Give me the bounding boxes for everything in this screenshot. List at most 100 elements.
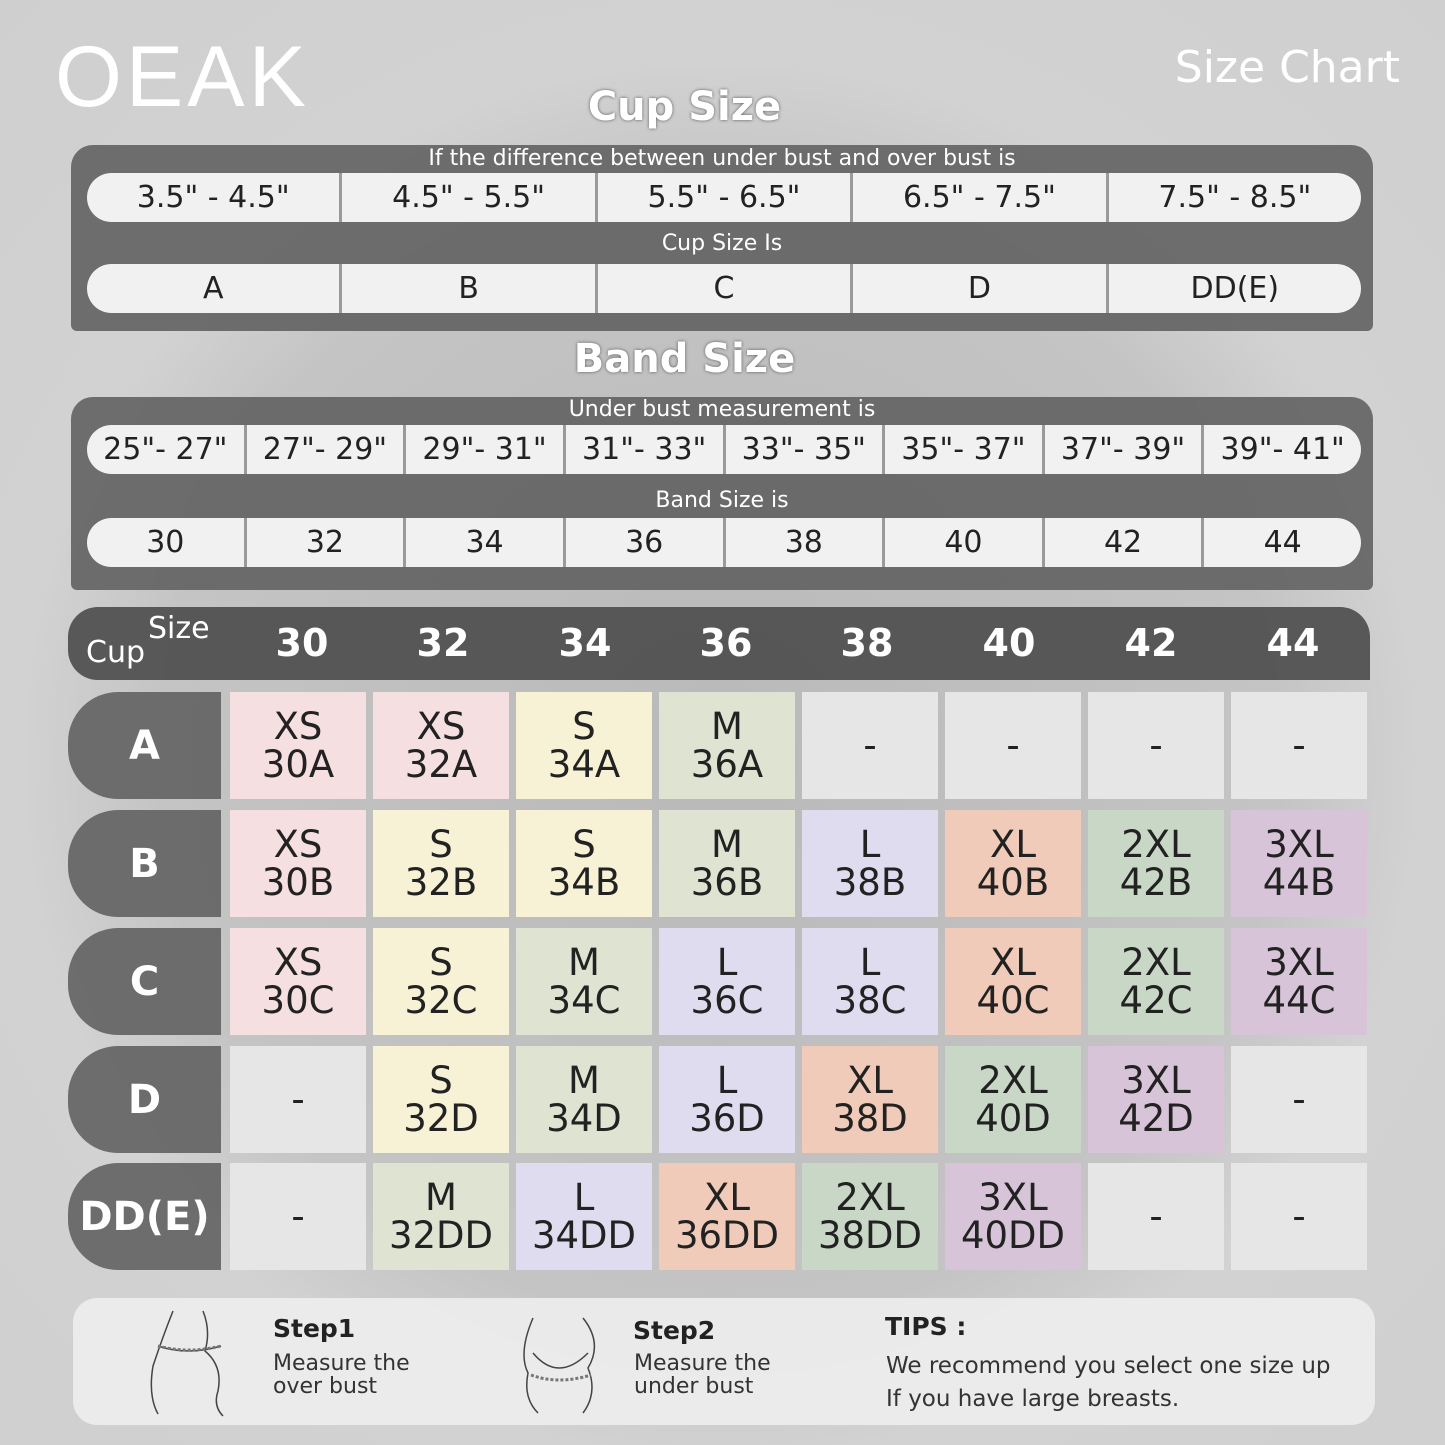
size-letter: XL <box>990 822 1036 866</box>
size-cell: - <box>230 1046 366 1153</box>
size-code: 32B <box>404 860 478 904</box>
cup-cell: DD(E) <box>1190 271 1280 306</box>
size-code: 38D <box>832 1096 908 1140</box>
size-code: 36A <box>690 742 764 786</box>
size-letter: XL <box>847 1058 893 1102</box>
size-letter: S <box>429 822 453 866</box>
size-cell: L 38B <box>802 810 938 917</box>
size-cell: XL 40B <box>945 810 1081 917</box>
size-letter: S <box>572 704 596 748</box>
size-letter: XL <box>704 1175 750 1219</box>
size-cell: XS 30C <box>230 928 366 1035</box>
row-label-cup: D <box>68 1046 221 1153</box>
size-letter: M <box>568 1058 600 1102</box>
step2-desc: Measure the under bust <box>634 1351 771 1399</box>
band-cell: 36 <box>566 518 726 567</box>
size-letter: M <box>568 940 600 984</box>
range-cell: 27"- 29" <box>247 425 407 474</box>
size-cell: S 34A <box>516 692 652 799</box>
range-row: 25"- 27" 27"- 29" 29"- 31" 31"- 33" 33"- 35"… <box>87 425 1361 474</box>
under-bust-figure-icon <box>523 1317 596 1414</box>
size-letter: M <box>711 822 743 866</box>
band-row: 30 32 34 36 38 40 42 44 <box>87 518 1361 567</box>
size-letter: S <box>429 940 453 984</box>
size-code: 36B <box>690 860 764 904</box>
size-cell: M 36A <box>659 692 795 799</box>
size-code: 36D <box>689 1096 765 1140</box>
step1-title: Step1 <box>273 1314 356 1343</box>
tips-line2: If you have large breasts. <box>886 1386 1180 1412</box>
size-cell: - <box>230 1163 366 1270</box>
band-cell: 40 <box>885 518 1045 567</box>
size-letter: L <box>716 1058 738 1102</box>
size-letter: 3XL <box>1264 940 1334 984</box>
size-cell: 2XL 40D <box>945 1046 1081 1153</box>
size-code: 44C <box>1262 978 1336 1022</box>
column-header: 34 <box>558 621 612 665</box>
size-letter: 3XL <box>978 1175 1048 1219</box>
size-code: 32DD <box>388 1213 494 1257</box>
band-cell: 32 <box>247 518 407 567</box>
size-cell: 2XL 42C <box>1088 928 1224 1035</box>
size-cell: 3XL 44C <box>1231 928 1367 1035</box>
size-cell: - <box>1231 1163 1367 1270</box>
size-code: 38C <box>833 978 907 1022</box>
size-cell: 2XL 42B <box>1088 810 1224 917</box>
size-letter: - <box>1292 1077 1306 1121</box>
size-code: 30A <box>261 742 335 786</box>
under-label: Under bust measurement is <box>568 397 876 422</box>
size-letter: L <box>716 940 738 984</box>
size-code: 32A <box>404 742 478 786</box>
size-letter: - <box>1149 1194 1163 1238</box>
size-code: 36C <box>690 978 764 1022</box>
size-letter: 2XL <box>978 1058 1048 1102</box>
size-letter: XS <box>273 704 323 748</box>
size-letter: M <box>425 1175 457 1219</box>
size-letter: - <box>863 723 877 767</box>
size-code: 30C <box>261 978 335 1022</box>
size-cell: M 34D <box>516 1046 652 1153</box>
size-code: 38DD <box>817 1213 923 1257</box>
size-cell: XL 36DD <box>659 1163 795 1270</box>
size-cell: L 36D <box>659 1046 795 1153</box>
over-bust-figure-icon <box>150 1310 224 1417</box>
size-cell: - <box>1231 1046 1367 1153</box>
tips-line1: We recommend you select one size up <box>886 1353 1331 1379</box>
column-header: 40 <box>982 621 1036 665</box>
size-code: 38B <box>833 860 907 904</box>
size-code: 44B <box>1262 860 1336 904</box>
cup-cell: B <box>342 264 598 313</box>
cup-size-heading: Cup Size <box>587 84 782 130</box>
size-code: 34DD <box>531 1213 637 1257</box>
size-cell: 3XL 40DD <box>945 1163 1081 1270</box>
size-cell: XL 38D <box>802 1046 938 1153</box>
size-code: 34D <box>546 1096 622 1140</box>
size-letter: L <box>859 940 881 984</box>
band-size-heading: Band Size <box>573 336 796 382</box>
size-code: 32D <box>403 1096 479 1140</box>
size-letter: - <box>1149 723 1163 767</box>
range-cell: 29"- 31" <box>406 425 566 474</box>
size-cell: M 36B <box>659 810 795 917</box>
band-cell: 34 <box>406 518 566 567</box>
range-cell: 39"- 41" <box>1220 432 1345 467</box>
size-cell: XL 40C <box>945 928 1081 1035</box>
size-code: 34B <box>547 860 621 904</box>
diff-cell: 3.5" - 4.5" <box>87 173 343 222</box>
size-letter: - <box>1292 723 1306 767</box>
row-label-cup: DD(E) <box>68 1163 221 1270</box>
size-code: 42D <box>1118 1096 1194 1140</box>
size-letter: M <box>711 704 743 748</box>
size-cell: M 34C <box>516 928 652 1035</box>
band-cell: 44 <box>1263 525 1302 560</box>
size-cell: L 38C <box>802 928 938 1035</box>
band-cell: 38 <box>726 518 886 567</box>
tips-title: TIPS : <box>885 1312 967 1341</box>
diff-cell: 5.5" - 6.5" <box>598 173 854 222</box>
band-cell: 42 <box>1045 518 1205 567</box>
diff-row: 3.5" - 4.5" 4.5" - 5.5" 5.5" - 6.5" 6.5" - … <box>87 173 1361 222</box>
diff-cell: 7.5" - 8.5" <box>1158 180 1312 215</box>
size-letter: L <box>573 1175 595 1219</box>
size-cell: L 34DD <box>516 1163 652 1270</box>
size-cell: L 36C <box>659 928 795 1035</box>
